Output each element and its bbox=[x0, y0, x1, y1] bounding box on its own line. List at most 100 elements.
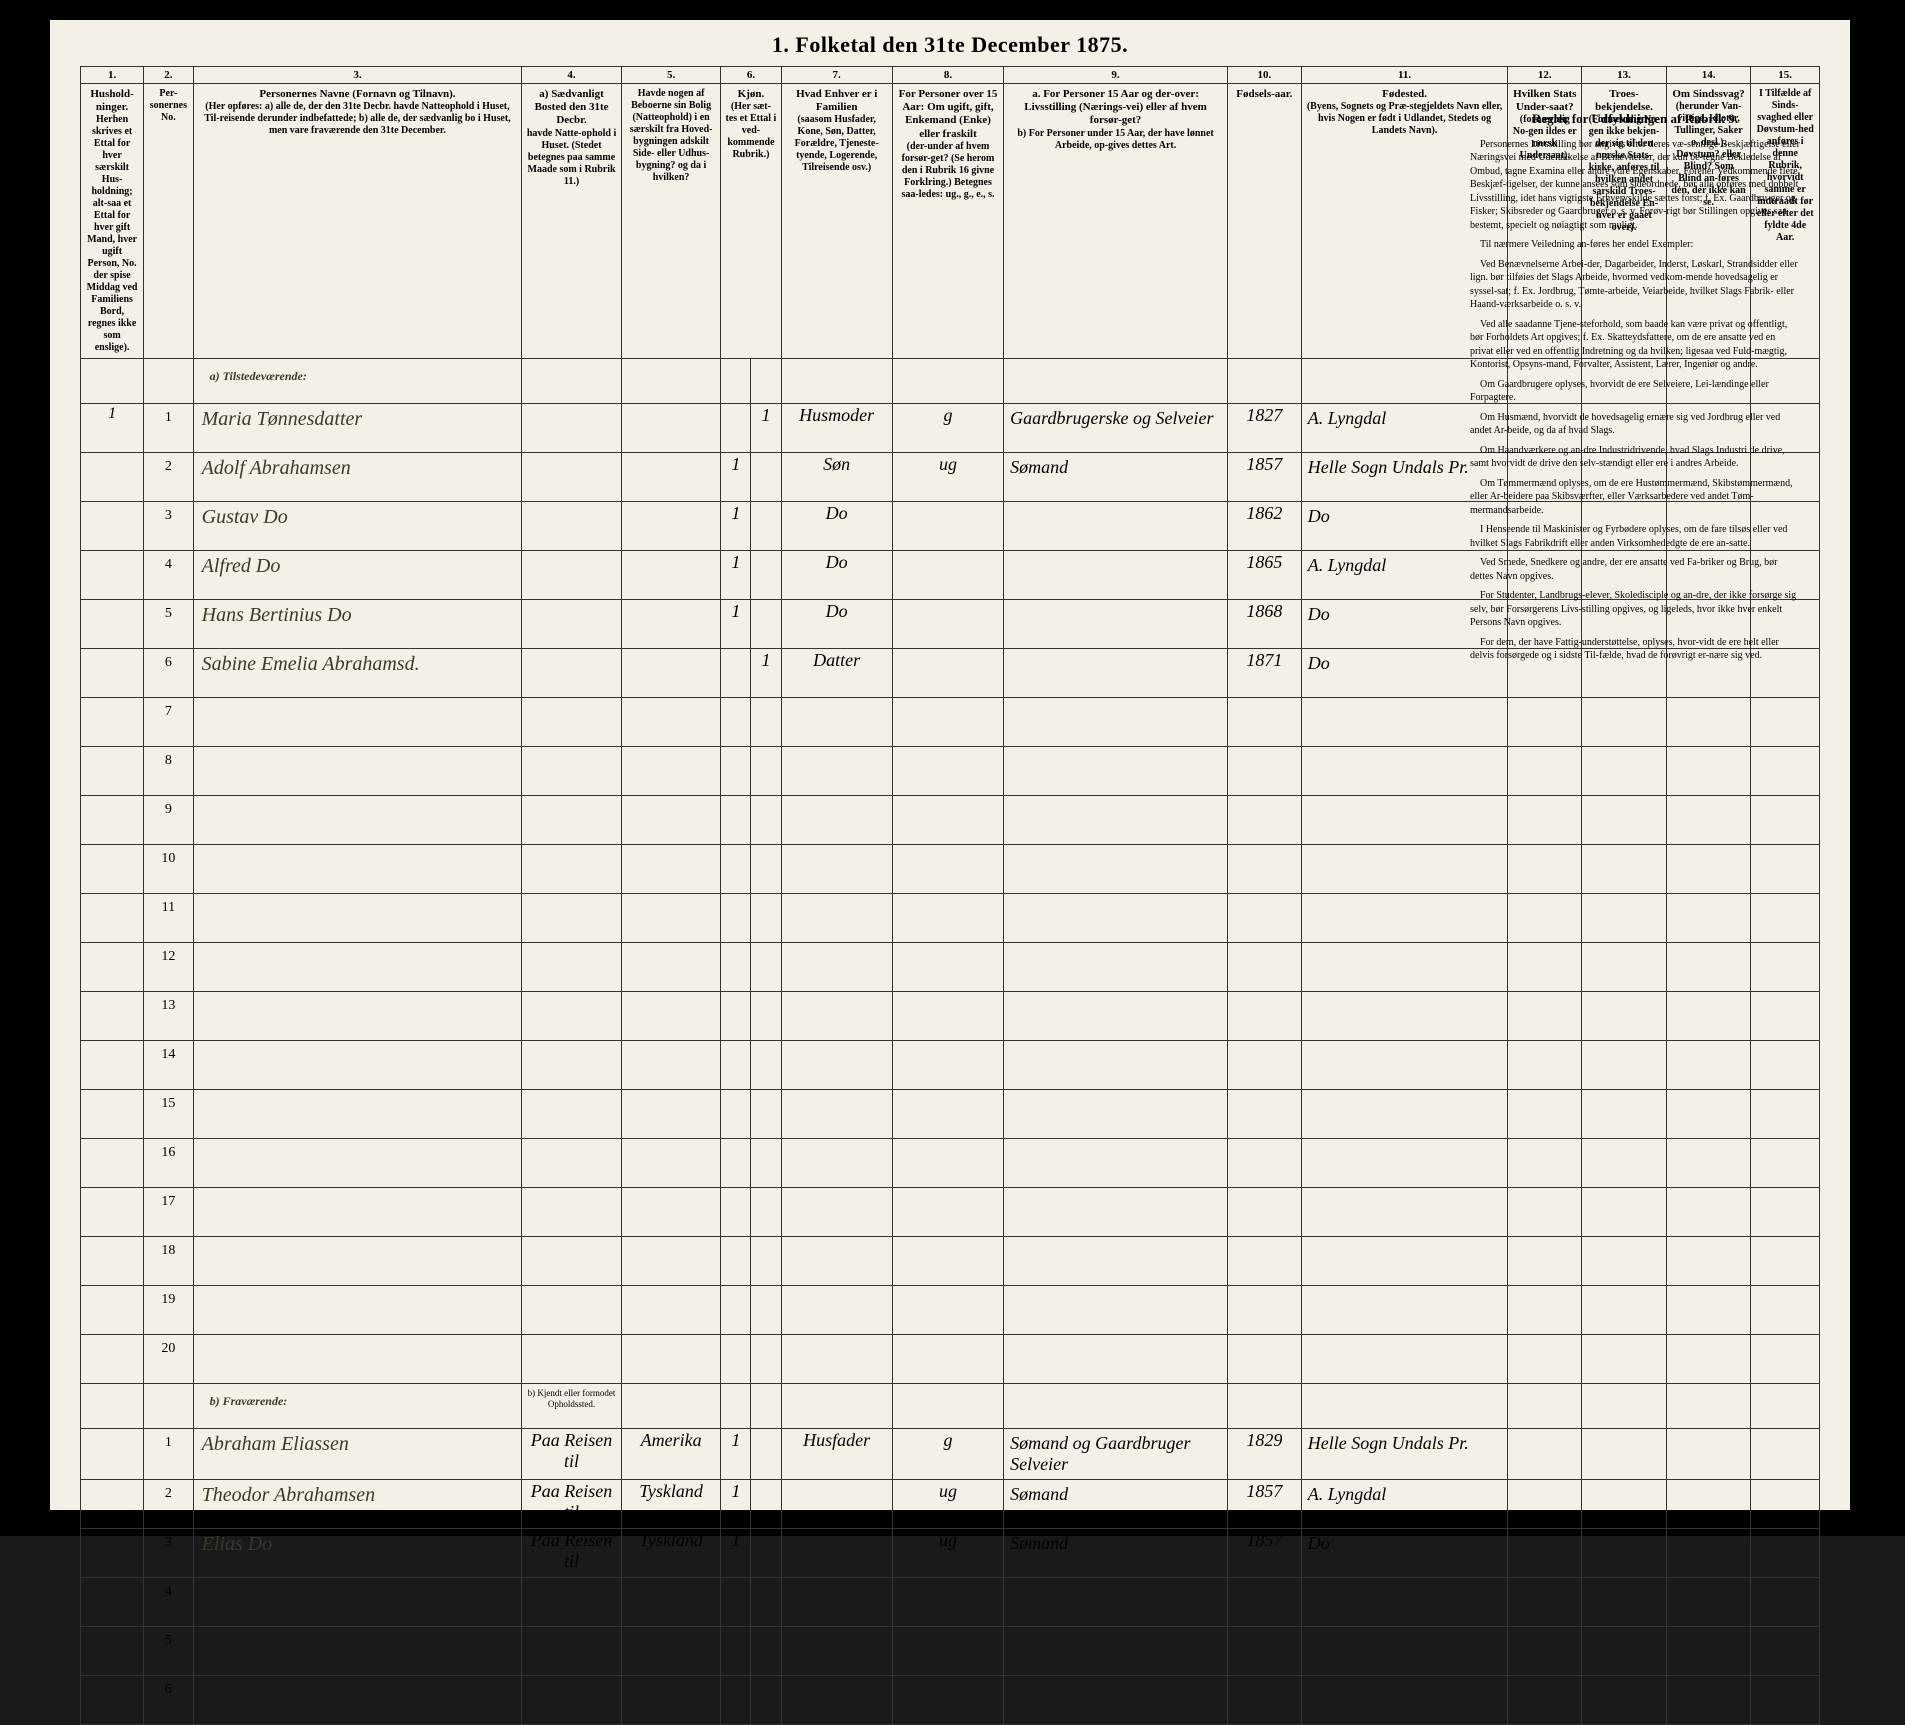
cell bbox=[1582, 1188, 1667, 1237]
cell bbox=[1751, 1384, 1820, 1429]
cell: 1 bbox=[721, 502, 751, 551]
cell bbox=[1301, 1384, 1508, 1429]
cell bbox=[1582, 1237, 1667, 1286]
cell bbox=[1227, 1286, 1301, 1335]
cell bbox=[81, 1578, 144, 1627]
cell: Maria Tønnesdatter bbox=[193, 404, 522, 453]
cell bbox=[751, 1529, 781, 1578]
cell bbox=[193, 1188, 522, 1237]
cell bbox=[892, 502, 1003, 551]
cell bbox=[1004, 359, 1228, 404]
cell bbox=[1582, 698, 1667, 747]
cell bbox=[721, 1627, 751, 1676]
cell bbox=[621, 845, 721, 894]
cell bbox=[781, 1237, 892, 1286]
cell bbox=[81, 1041, 144, 1090]
cell: 8 bbox=[144, 747, 193, 796]
cell bbox=[193, 845, 522, 894]
table-row: 5 bbox=[81, 1627, 1820, 1676]
cell bbox=[781, 1335, 892, 1384]
cell bbox=[1582, 1041, 1667, 1090]
cell: 1857 bbox=[1227, 453, 1301, 502]
hdr-5: Havde nogen af Beboerne sin Bolig (Natte… bbox=[621, 84, 721, 359]
cell bbox=[1301, 1041, 1508, 1090]
cell bbox=[1751, 1237, 1820, 1286]
colnum-11: 11. bbox=[1301, 67, 1508, 84]
cell bbox=[721, 404, 751, 453]
cell bbox=[1582, 1676, 1667, 1725]
cell bbox=[781, 1041, 892, 1090]
cell bbox=[1227, 1627, 1301, 1676]
cell bbox=[721, 796, 751, 845]
cell: Sømand bbox=[1004, 453, 1228, 502]
cell bbox=[781, 1139, 892, 1188]
cell bbox=[721, 1676, 751, 1725]
cell bbox=[892, 600, 1003, 649]
cell: Elias Do bbox=[193, 1529, 522, 1578]
cell bbox=[621, 1578, 721, 1627]
rules-body: Personernes Livsstilling bør angives eft… bbox=[1470, 138, 1800, 663]
hdr-1: Hushold-ninger.Herhen skrives et Ettal f… bbox=[81, 84, 144, 359]
cell bbox=[81, 698, 144, 747]
cell bbox=[81, 551, 144, 600]
cell bbox=[1666, 1090, 1751, 1139]
cell bbox=[81, 992, 144, 1041]
cell bbox=[1004, 600, 1228, 649]
cell bbox=[1508, 943, 1582, 992]
cell bbox=[1582, 1627, 1667, 1676]
cell: 4 bbox=[144, 1578, 193, 1627]
cell: Sabine Emelia Abrahamsd. bbox=[193, 649, 522, 698]
cell bbox=[1508, 1480, 1582, 1529]
cell bbox=[1751, 943, 1820, 992]
cell: 18 bbox=[144, 1237, 193, 1286]
cell bbox=[621, 1139, 721, 1188]
cell bbox=[1666, 845, 1751, 894]
hdr-7: Hvad Enhver er i Familien(saasom Husfade… bbox=[781, 84, 892, 359]
cell bbox=[1751, 796, 1820, 845]
cell bbox=[781, 1384, 892, 1429]
cell bbox=[1227, 1384, 1301, 1429]
cell bbox=[1004, 992, 1228, 1041]
cell: Adolf Abrahamsen bbox=[193, 453, 522, 502]
cell bbox=[81, 453, 144, 502]
cell bbox=[1301, 1578, 1508, 1627]
cell bbox=[721, 1090, 751, 1139]
cell: 1 bbox=[81, 404, 144, 453]
cell bbox=[81, 1286, 144, 1335]
cell bbox=[751, 1480, 781, 1529]
cell: Sømand bbox=[1004, 1480, 1228, 1529]
cell bbox=[621, 404, 721, 453]
cell bbox=[1227, 1090, 1301, 1139]
cell bbox=[721, 649, 751, 698]
cell bbox=[1666, 1676, 1751, 1725]
cell bbox=[81, 1529, 144, 1578]
cell: b) Kjendt eller formodet Opholdssted. bbox=[522, 1384, 622, 1429]
cell: 1 bbox=[721, 1429, 751, 1480]
table-row: 19 bbox=[81, 1286, 1820, 1335]
document-paper: 1. Folketal den 31te December 1875. 1. 2… bbox=[50, 20, 1850, 1510]
cell bbox=[522, 1041, 622, 1090]
cell bbox=[81, 359, 144, 404]
cell bbox=[1751, 1041, 1820, 1090]
cell bbox=[781, 943, 892, 992]
cell: Hans Bertinius Do bbox=[193, 600, 522, 649]
cell bbox=[1004, 1139, 1228, 1188]
cell bbox=[1004, 1578, 1228, 1627]
table-row: 9 bbox=[81, 796, 1820, 845]
cell bbox=[621, 1090, 721, 1139]
cell bbox=[892, 1384, 1003, 1429]
cell bbox=[892, 992, 1003, 1041]
section-a-label: a) Tilstedeværende: bbox=[202, 365, 315, 387]
cell bbox=[81, 747, 144, 796]
cell bbox=[81, 1237, 144, 1286]
cell bbox=[1227, 992, 1301, 1041]
cell bbox=[621, 698, 721, 747]
cell bbox=[1751, 1139, 1820, 1188]
cell bbox=[1004, 1188, 1228, 1237]
cell bbox=[1666, 894, 1751, 943]
cell bbox=[522, 747, 622, 796]
cell: 6 bbox=[144, 649, 193, 698]
cell bbox=[1004, 1237, 1228, 1286]
cell bbox=[1508, 894, 1582, 943]
cell bbox=[751, 845, 781, 894]
